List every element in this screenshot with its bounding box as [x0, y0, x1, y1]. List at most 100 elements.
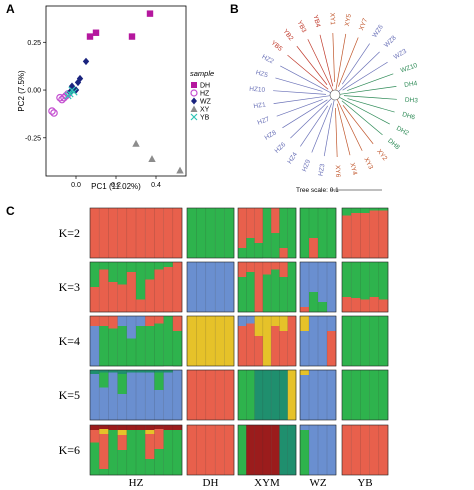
admixture-segment [254, 336, 264, 367]
admixture-segment [136, 316, 146, 327]
tree-leaf-label: HZ5 [255, 69, 269, 79]
admixture-segment [360, 425, 370, 475]
population-block-frame [237, 315, 297, 367]
pca-point-wz [82, 57, 90, 66]
population-block-frame [186, 261, 235, 313]
admixture-segment [90, 287, 100, 313]
admixture-segment [172, 316, 183, 332]
admixture-segment [108, 316, 118, 329]
structure-k-label: K=2 [59, 226, 80, 240]
admixture-segment [378, 208, 389, 211]
admixture-segment [117, 326, 127, 367]
pca-point-hz [60, 93, 68, 102]
admixture-segment [287, 425, 297, 475]
tree-branch [275, 77, 323, 92]
admixture-segment [145, 208, 155, 258]
admixture-segment [99, 316, 109, 327]
tree-leaf-label: DH8 [386, 137, 401, 151]
admixture-segment [254, 262, 264, 312]
population-block-frame [299, 369, 337, 421]
admixture-segment [254, 208, 264, 244]
tree-leaf-label: HZ8 [263, 129, 277, 142]
structure-admixture-plot: K=2 K=3 K=4 K=5 K=6 HZ DH XYM WZ YB [59, 207, 389, 489]
tree-branch [338, 37, 359, 87]
admixture-segment [238, 248, 247, 259]
admixture-segment [378, 370, 389, 420]
admixture-segment [309, 425, 319, 475]
tree-branch [341, 100, 383, 136]
admixture-segment [136, 208, 146, 258]
admixture-segment [205, 370, 216, 420]
legend-label-yb: YB [200, 115, 210, 122]
admixture-segment [369, 262, 379, 298]
admixture-segment [300, 316, 310, 332]
tree-branch [311, 103, 332, 153]
admixture-segment [196, 208, 206, 258]
admixture-segment [99, 429, 109, 435]
admixture-segment [262, 370, 272, 420]
admixture-segment [108, 282, 118, 313]
admixture-segment [163, 262, 173, 268]
admixture-segment [215, 425, 225, 475]
admixture-segment [99, 372, 109, 388]
admixture-segment [117, 262, 127, 285]
tree-branch [336, 103, 351, 156]
admixture-segment [342, 370, 352, 420]
admixture-segment [117, 208, 127, 258]
admixture-segment [145, 430, 155, 435]
admixture-segment [327, 316, 337, 332]
admixture-segment [136, 425, 146, 431]
admixture-segment [351, 316, 361, 366]
admixture-segment [172, 370, 183, 420]
population-block-frame [299, 424, 337, 476]
admixture-segment [327, 370, 337, 420]
admixture-segment [154, 429, 164, 450]
pca-x-tick-label: 0.4 [151, 182, 161, 189]
admixture-segment [108, 262, 118, 283]
tree-leaf-label: DH6 [401, 111, 416, 121]
admixture-segment [279, 331, 288, 367]
tree-leaf-label: YB3 [296, 20, 308, 34]
panel-label-b: B [230, 2, 239, 16]
population-block-frame [237, 207, 297, 259]
pca-point-dh [92, 29, 100, 36]
tree-leaf-label: DH3 [405, 97, 419, 105]
pca-x-tick-label: 0.0 [71, 182, 81, 189]
tree-branch [307, 39, 334, 91]
admixture-segment [378, 299, 389, 313]
tree-leaf-label: HZ3 [317, 163, 326, 177]
admixture-segment [351, 370, 361, 420]
legend-label-wz: WZ [200, 99, 212, 106]
admixture-segment [279, 277, 288, 313]
admixture-segment [154, 370, 164, 373]
admixture-segment [99, 208, 109, 258]
admixture-segment [287, 316, 297, 366]
admixture-segment [300, 208, 310, 258]
admixture-segment [246, 425, 255, 475]
admixture-segment [90, 425, 100, 431]
admixture-segment [342, 215, 352, 259]
tree-branch [339, 86, 397, 95]
admixture-segment [224, 262, 235, 312]
population-block-frame [89, 369, 183, 421]
admixture-segment [360, 299, 370, 313]
admixture-segment [271, 269, 280, 313]
pca-point-dh [86, 33, 94, 40]
admixture-segment [271, 233, 280, 259]
tree-branch [290, 98, 332, 139]
admixture-segment [99, 326, 109, 367]
population-block-frame [89, 424, 183, 476]
admixture-segment [238, 208, 247, 249]
admixture-segment [300, 262, 310, 308]
admixture-segment [360, 213, 370, 259]
pca-scatter-plot: 0.25 0.00 -0.25 0.0 0.2 0.4 PC1 (11.02%) PC2… [17, 5, 214, 191]
admixture-segment [327, 425, 337, 475]
admixture-segment [238, 277, 247, 313]
population-block-frame [89, 207, 183, 259]
admixture-segment [279, 248, 288, 259]
legend-label-dh: DH [200, 83, 210, 90]
admixture-segment [262, 262, 272, 275]
admixture-segment [300, 331, 310, 367]
admixture-segment [136, 430, 146, 476]
